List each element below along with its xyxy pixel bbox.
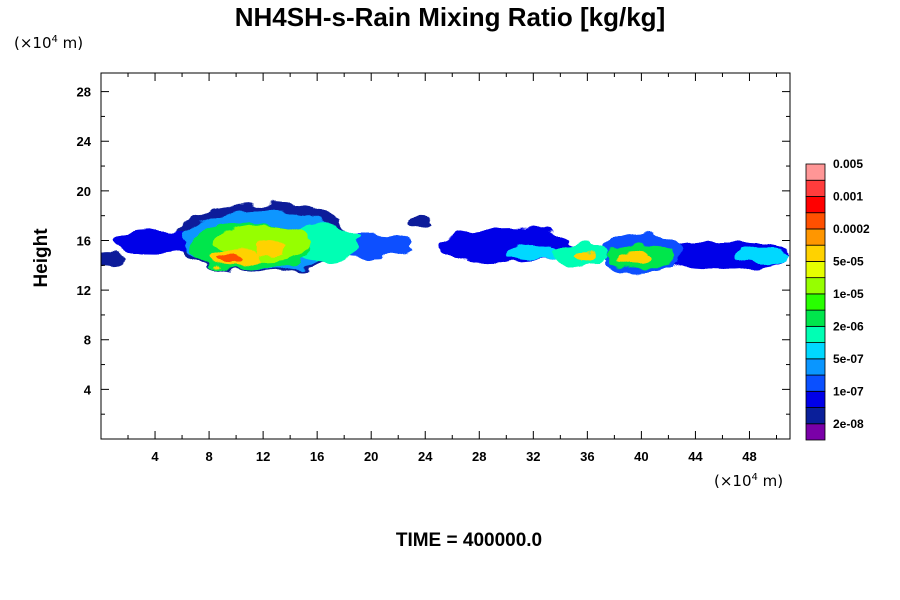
field-region <box>735 249 790 265</box>
x-tick-label: 20 <box>364 449 378 464</box>
y-unit-suffix: m) <box>57 34 84 52</box>
colorbar-swatch <box>805 244 826 262</box>
x-tick-label: 32 <box>526 449 540 464</box>
x-tick-label: 4 <box>151 449 159 464</box>
colorbar-label: 0.001 <box>833 189 863 203</box>
x-tick-label: 48 <box>742 449 756 464</box>
field-region <box>618 251 651 265</box>
x-tick-label: 40 <box>634 449 648 464</box>
field-region <box>573 251 596 262</box>
x-tick-label: 28 <box>472 449 486 464</box>
colorbar-label: 5e-07 <box>833 352 864 366</box>
contour-field <box>101 203 790 273</box>
colorbar-swatch <box>805 293 826 311</box>
plot-frame <box>100 72 791 440</box>
colorbar-swatch <box>805 196 826 214</box>
colorbar-swatch <box>805 342 826 360</box>
field-region <box>253 240 287 256</box>
colorbar-swatch <box>805 309 826 327</box>
y-tick-label: 24 <box>77 134 92 149</box>
x-tick-label: 36 <box>580 449 594 464</box>
colorbar-swatch <box>805 163 826 181</box>
y-unit-exponent: 4 <box>51 34 58 45</box>
x-axis-unit: (×104 m) <box>714 472 783 490</box>
chart-title: NH4SH-s-Rain Mixing Ratio [kg/kg] <box>234 2 666 32</box>
y-tick-label: 28 <box>77 85 91 100</box>
y-tick-label: 20 <box>77 184 91 199</box>
y-tick-label: 8 <box>84 333 91 348</box>
colorbar-swatch <box>805 374 826 392</box>
colorbar-swatch <box>805 228 826 246</box>
colorbar-swatch <box>805 179 826 197</box>
colorbar-label: 5e-05 <box>833 254 864 268</box>
colorbar-label: 2e-08 <box>833 417 864 431</box>
y-tick-label: 4 <box>84 382 92 397</box>
field-region <box>101 251 126 267</box>
y-tick-label: 16 <box>77 233 91 248</box>
colorbar-swatch <box>805 423 826 441</box>
y-tick-label: 12 <box>77 283 91 298</box>
colorbar-label: 0.0002 <box>833 222 870 236</box>
colorbar-swatch <box>805 390 826 408</box>
colorbar-swatch <box>805 407 826 425</box>
colorbar-label: 1e-07 <box>833 384 864 398</box>
y-axis-unit: (×104 m) <box>14 34 83 52</box>
colorbar-label: 2e-06 <box>833 319 864 333</box>
colorbar-swatch <box>805 358 826 376</box>
x-unit-prefix: (×10 <box>714 472 752 490</box>
field-region <box>506 245 561 261</box>
colorbar-swatch <box>805 325 826 343</box>
field-region <box>114 229 196 255</box>
x-tick-label: 44 <box>688 449 703 464</box>
field-region <box>404 216 432 227</box>
x-tick-label: 24 <box>418 449 433 464</box>
x-tick-label: 12 <box>256 449 270 464</box>
x-tick-label: 16 <box>310 449 324 464</box>
field-region <box>217 254 245 265</box>
colorbar-swatch <box>805 261 826 279</box>
x-unit-exponent: 4 <box>751 472 758 483</box>
colorbar-swatch <box>805 277 826 295</box>
colorbar-label: 1e-05 <box>833 287 864 301</box>
y-unit-prefix: (×10 <box>14 34 52 52</box>
colorbar-swatch <box>805 212 826 230</box>
colorbar-label: 0.005 <box>833 157 863 171</box>
x-tick-label: 8 <box>205 449 212 464</box>
time-label: TIME = 400000.0 <box>395 530 543 551</box>
colorbar: 2e-08 1e-07 5e-07 2e-06 1e-05 5e-05 0.0002 0.00… <box>805 157 870 441</box>
x-unit-suffix: m) <box>757 472 784 490</box>
